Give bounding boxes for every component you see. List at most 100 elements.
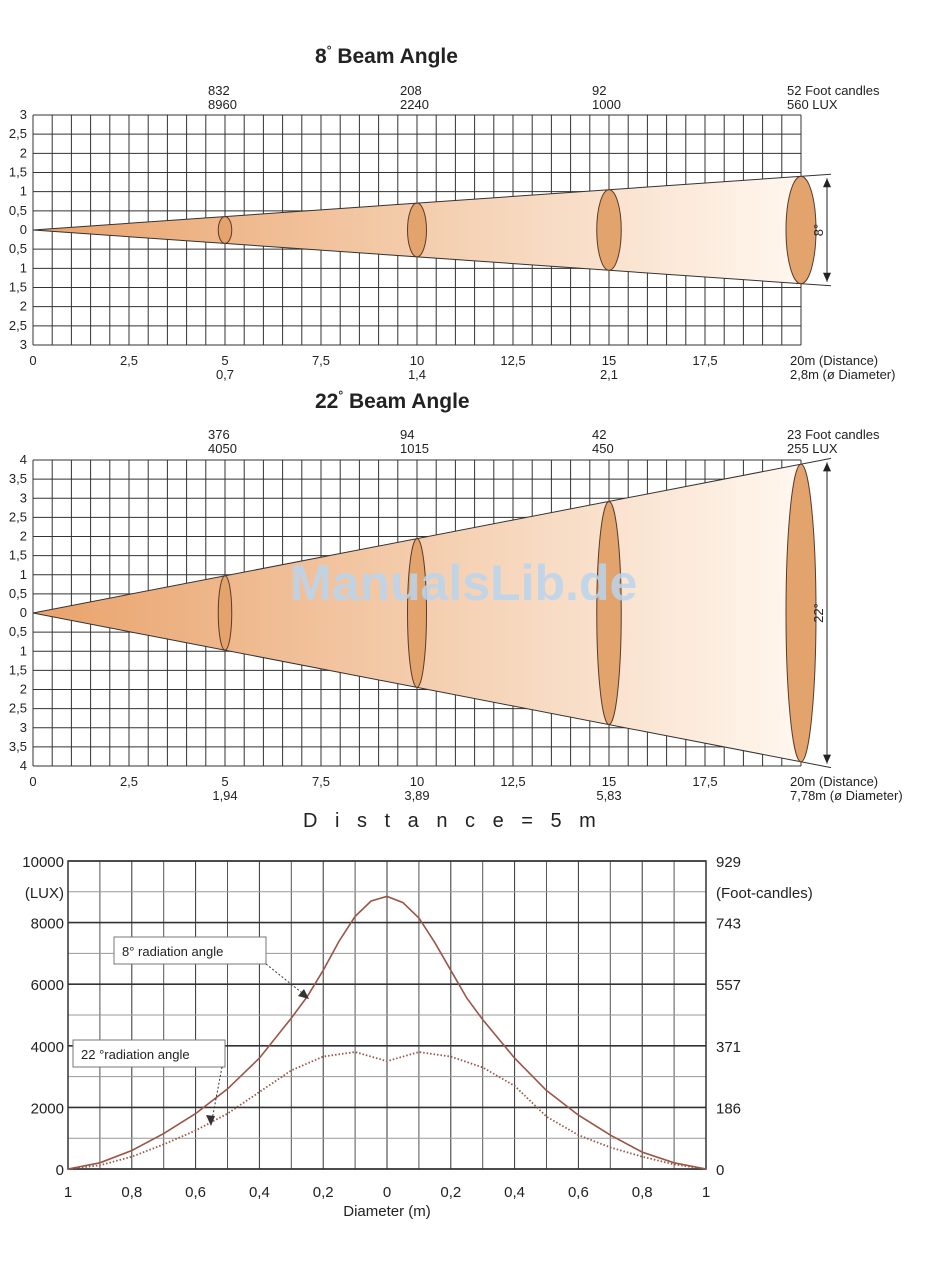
beam-ellipse	[217, 216, 233, 244]
beam-ellipse	[407, 202, 427, 258]
diameter-end-label: 2,8m (ø Diameter)	[790, 367, 895, 382]
diameter-tick-label: 0,7	[216, 367, 234, 382]
y-tick-label: 0,5	[9, 586, 27, 601]
foot-candles-label: 376	[208, 427, 230, 442]
x-tick-label: 5	[221, 353, 228, 368]
arrow-head	[298, 989, 309, 999]
beam-diagram-8deg: 8° Beam Angle 3 2,5 2 1,5 1 0,5 0 0,5 1 1,5 2 2,5 3 8…	[9, 43, 896, 382]
x-tick-label: 0	[29, 353, 36, 368]
y-tick-label: 2,5	[9, 126, 27, 141]
beam-ellipse	[785, 463, 817, 763]
lux-label: 8960	[208, 97, 237, 112]
x-tick-label: 15	[602, 774, 616, 789]
y-tick-label: 1,5	[9, 165, 27, 180]
y-tick-left: 6000	[31, 977, 64, 994]
y-tick-label: 2,5	[9, 701, 27, 716]
y-tick-label: 1,5	[9, 662, 27, 677]
y-tick-label: 1	[20, 260, 27, 275]
foot-candles-label: 42	[592, 427, 606, 442]
x-tick-label: 0,4	[504, 1184, 525, 1201]
watermark: ManualsLib.de	[290, 555, 637, 611]
arrow-head	[823, 754, 831, 764]
y-tick-label: 0,5	[9, 624, 27, 639]
y-tick-right: 186	[716, 1100, 741, 1117]
x-tick-label: 2,5	[120, 774, 138, 789]
y-tick-label: 1,5	[9, 280, 27, 295]
x-tick-label: 1	[702, 1184, 710, 1201]
y-tick-label: 2	[20, 145, 27, 160]
y-tick-label: 3,5	[9, 471, 27, 486]
y-tick-label: 4	[20, 452, 27, 467]
leader-line	[265, 963, 307, 997]
y-tick-left: 4000	[31, 1039, 64, 1056]
y-tick-label: 3,5	[9, 739, 27, 754]
chart-title: 8° Beam Angle	[315, 43, 458, 68]
x-tick-label: 0,2	[440, 1184, 461, 1201]
y-tick-right: 743	[716, 916, 741, 933]
diameter-tick-label: 1,4	[408, 367, 426, 382]
y-tick-label: 2	[20, 299, 27, 314]
beam-ellipse	[217, 575, 233, 651]
y-tick-left: 10000	[22, 854, 64, 871]
x-tick-label: 0,4	[249, 1184, 270, 1201]
y-tick-right: 929	[716, 854, 741, 871]
beam-edge	[32, 173, 832, 231]
y-tick-label: 0	[20, 605, 27, 620]
y-tick-label: 2	[20, 529, 27, 544]
lux-label: 1015	[400, 441, 429, 456]
x-tick-label: 17,5	[692, 353, 717, 368]
y-tick-label: 3	[20, 107, 27, 122]
y-tick-left: 0	[56, 1162, 64, 1179]
series-label-8deg: 8° radiation angle	[122, 944, 223, 959]
x-tick-label: 0,8	[121, 1184, 142, 1201]
x-tick-label: 12,5	[500, 774, 525, 789]
beam-angle-label: 22°	[811, 603, 826, 623]
diameter-tick-label: 1,94	[212, 788, 237, 803]
y-tick-label: 0	[20, 222, 27, 237]
x-tick-label: 10	[410, 353, 424, 368]
x-tick-label: 10	[410, 774, 424, 789]
y-tick-label: 3	[20, 720, 27, 735]
x-tick-label: 0	[383, 1184, 391, 1201]
series-label-22deg: 22 °radiation angle	[81, 1047, 190, 1062]
y-tick-left: 2000	[31, 1100, 64, 1117]
lux-label: 4050	[208, 441, 237, 456]
series-line-8deg	[67, 895, 707, 1170]
x-end-label: 20m (Distance)	[790, 353, 878, 368]
x-tick-label: 2,5	[120, 353, 138, 368]
beam-ellipse	[785, 175, 817, 285]
diameter-tick-label: 3,89	[404, 788, 429, 803]
y-tick-right: 0	[716, 1162, 724, 1179]
arrow-head	[206, 1115, 215, 1126]
beam-ellipse	[407, 538, 427, 688]
diameter-tick-label: 2,1	[600, 367, 618, 382]
y-tick-label: 4	[20, 758, 27, 773]
lux-label: 1000	[592, 97, 621, 112]
beam-edge	[32, 457, 832, 614]
beam-ellipse	[596, 501, 622, 725]
foot-candles-label: 92	[592, 83, 606, 98]
x-tick-label: 0	[29, 774, 36, 789]
x-tick-label: 0,6	[185, 1184, 206, 1201]
y-tick-label: 0,5	[9, 203, 27, 218]
y-tick-label: 1	[20, 643, 27, 658]
foot-candles-label: 832	[208, 83, 230, 98]
y-tick-label: 1	[20, 567, 27, 582]
x-tick-label: 5	[221, 774, 228, 789]
x-end-label: 20m (Distance)	[790, 774, 878, 789]
foot-candles-label: 52 Foot candles	[787, 83, 880, 98]
y-axis-label-left: (LUX)	[25, 885, 64, 902]
x-tick-label: 7,5	[312, 774, 330, 789]
beam-ellipse	[596, 189, 622, 271]
y-tick-label: 3	[20, 337, 27, 352]
y-tick-label: 1	[20, 184, 27, 199]
lux-label: 2240	[400, 97, 429, 112]
illuminance-line-chart: 10000 929 8000 743 6000 557 4000 371 2000 186 0 0 (L…	[22, 854, 812, 1220]
x-tick-label: 15	[602, 353, 616, 368]
series-line-22deg	[67, 1051, 707, 1170]
arrow-head	[823, 178, 831, 188]
arrow-head	[823, 272, 831, 282]
diameter-end-label: 7,78m (ø Diameter)	[790, 788, 903, 803]
x-tick-label: 1	[64, 1184, 72, 1201]
